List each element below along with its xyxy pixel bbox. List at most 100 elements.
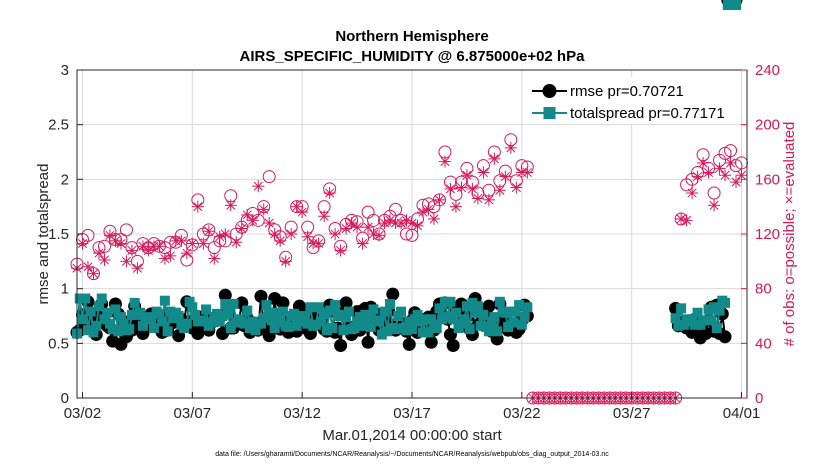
obs-evaluated-marker [120,255,133,268]
obs-evaluated-stroke [330,229,340,239]
y-axis-label: rmse and totalspread [35,164,52,305]
spread-point [401,325,412,336]
legend-rmse-label: rmse pr=0.70721 [570,83,684,100]
obs-evaluated-marker [504,141,517,154]
obs-evaluated-stroke [467,184,477,194]
axes: 0 0.5 1 1.5 2 2.5 3 0 40 80 120 160 200 240 03/02 03/07… [48,62,780,422]
obs-evaluated-marker [296,206,309,219]
obs-evaluated-marker [499,170,512,183]
spread-point [431,323,442,334]
obs-evaluated-marker [257,203,270,216]
rmse-point [482,299,496,313]
spread-point [426,314,437,325]
obs-evaluated-stroke [462,170,472,180]
spread-point [294,311,305,321]
spread-point [354,312,365,323]
spread-point [412,309,423,320]
spread-point [77,314,88,325]
spread-point [187,302,198,313]
spread-point [242,305,253,316]
spread-point [464,324,475,335]
spread-point [516,319,527,330]
obs-possible-marker [724,144,738,158]
spread-point [420,314,431,325]
x-tick-label: 03/22 [503,405,541,422]
obs-evaluated-stroke [220,229,230,239]
obs-evaluated-marker [438,155,451,168]
spread-point [129,297,140,308]
obs-evaluated-stroke [500,172,510,182]
spread-point [91,320,102,331]
spread-point [692,307,703,318]
obs-evaluated-marker [356,237,369,250]
chart-title: Northern Hemisphere [335,28,488,45]
spread-point [478,309,489,320]
rmse-point [254,289,268,303]
obs-evaluated-marker [81,260,94,273]
obs-evaluated-marker [180,247,193,260]
obs-evaluated-stroke [264,218,274,228]
spread-point [126,309,137,320]
spread-point [673,320,684,331]
obs-evaluated-marker [301,230,314,243]
obs-evaluated-marker [455,181,468,194]
obs-evaluated-stroke [286,229,296,239]
spread-point [489,312,500,323]
obs-possible-marker [400,227,414,241]
obs-evaluated-marker [219,228,232,240]
spread-point [505,306,516,317]
obs-evaluated-marker [680,214,693,227]
obs-evaluated-stroke [687,188,697,198]
spread-point [217,311,228,321]
obs-evaluated-stroke [325,188,335,198]
spread-point [228,298,239,309]
obs-evaluated-stroke [187,239,197,249]
obs-evaluated-stroke [725,158,736,168]
obs-evaluated-marker [158,252,171,265]
spread-point [670,313,681,324]
obs-evaluated-stroke [423,204,434,214]
obs-evaluated-marker [488,152,501,165]
obs-evaluated-marker [510,181,523,194]
y2-tick-label: 160 [755,171,780,188]
obs-evaluated-stroke [709,200,719,210]
spread-point [467,297,478,308]
spread-point [363,313,374,324]
spread-point [239,318,250,329]
obs-evaluated-marker [87,267,100,280]
obs-evaluated-stroke [275,236,285,246]
obs-evaluated-stroke [237,223,247,234]
obs-evaluated-marker [395,217,408,230]
y2-tick-label: 0 [755,390,763,407]
obs-evaluated-stroke [358,239,368,249]
obs-evaluated-marker [427,212,440,225]
spread-point [266,315,277,326]
obs-evaluated-marker [444,182,457,195]
spread-point [508,317,519,328]
spread-point [720,297,731,308]
obs-evaluated-marker [449,200,462,213]
obs-evaluated-marker [482,193,495,206]
spread-point [85,306,96,317]
y2-tick-label: 120 [755,226,780,243]
obs-evaluated-stroke [478,167,488,178]
spread-point [445,296,456,307]
rmse-point [218,288,232,302]
spread-point [302,318,313,329]
obs-evaluated-stroke [242,210,252,220]
obs-evaluated-marker [433,193,446,206]
spread-point [423,327,434,338]
spread-point [382,326,393,337]
obs-evaluated-marker [411,219,424,232]
spread-point [118,318,129,329]
obs-evaluated-marker [323,187,336,199]
obs-evaluated-stroke [182,248,192,258]
spread-point [475,320,486,331]
obs-evaluated-marker [252,180,265,193]
obs-evaluated-stroke [714,163,725,173]
obs-evaluated-stroke [154,241,164,251]
obs-possible-marker [262,170,276,184]
spread-point [519,312,530,323]
spread-point [442,312,453,323]
